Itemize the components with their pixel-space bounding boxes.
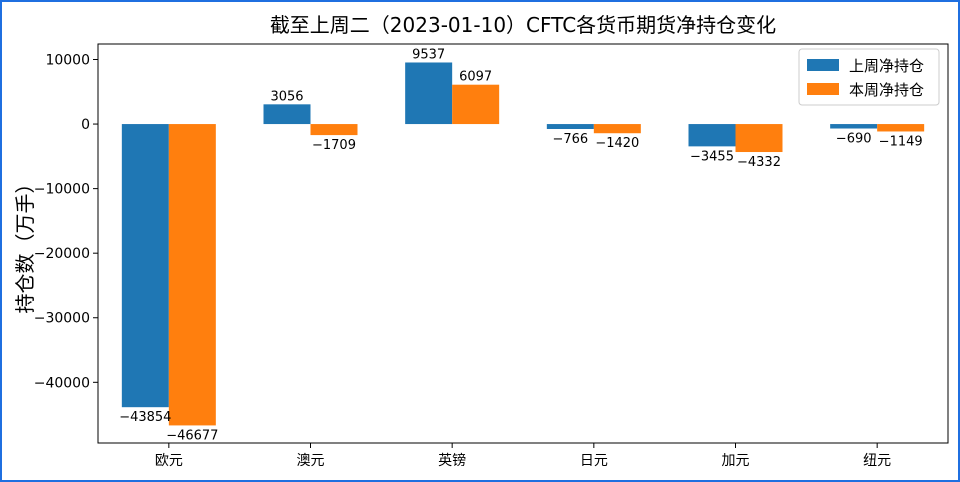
y-tick-label-0: −40000 — [34, 375, 90, 391]
bar-0-5 — [830, 124, 878, 129]
x-tick-label-4: 加元 — [722, 453, 750, 469]
data-label-0-1: 3056 — [270, 89, 303, 104]
bar-1-4 — [735, 124, 783, 153]
legend-label-0: 上周净持仓 — [849, 57, 924, 75]
data-label-1-5: −1149 — [879, 134, 923, 149]
x-tick-label-1: 澳元 — [297, 453, 325, 469]
y-tick-label-1: −30000 — [34, 311, 90, 327]
data-label-0-5: −690 — [836, 132, 872, 147]
y-tick-label-3: −10000 — [34, 182, 90, 198]
data-label-0-0: −43854 — [119, 410, 171, 425]
plot-border — [97, 43, 949, 444]
y-tick-label-2: −20000 — [34, 246, 90, 262]
bar-0-0 — [121, 124, 169, 408]
data-label-1-0: −46677 — [166, 428, 218, 443]
y-axis: −40000 −30000 −20000 −10000 0 10000 — [34, 52, 98, 391]
bar-1-1 — [310, 124, 358, 136]
data-label-0-2: 9537 — [412, 47, 445, 62]
data-label-1-1: −1709 — [312, 138, 356, 153]
x-tick-label-2: 英镑 — [438, 452, 466, 469]
bar-1-5 — [877, 124, 925, 132]
bars-layer — [121, 62, 925, 426]
legend-label-1: 本周净持仓 — [849, 81, 924, 99]
legend-swatch-1 — [807, 83, 839, 95]
bar-1-3 — [593, 124, 641, 134]
legend-swatch-0 — [807, 59, 839, 71]
x-tick-label-0: 欧元 — [155, 453, 183, 469]
data-labels-layer: −43854 3056 9537 −766 −3455 −690 −46677 −1709 60… — [119, 47, 922, 443]
y-tick-label-4: 0 — [81, 117, 90, 133]
x-tick-label-3: 日元 — [580, 453, 608, 469]
bar-0-2 — [405, 62, 453, 125]
chart-title: 截至上周二（2023-01-10）CFTC各货币期货净持仓变化 — [270, 13, 776, 37]
bar-0-4 — [688, 124, 736, 147]
data-label-1-2: 6097 — [459, 70, 492, 85]
x-tick-label-5: 纽元 — [863, 453, 891, 469]
x-axis: 欧元 澳元 英镑 日元 加元 纽元 — [155, 443, 891, 469]
data-label-0-4: −3455 — [690, 149, 734, 164]
bar-0-3 — [546, 124, 594, 130]
y-tick-label-5: 10000 — [45, 52, 90, 68]
data-label-1-3: −1420 — [595, 136, 639, 151]
data-label-0-3: −766 — [552, 132, 588, 147]
bar-0-1 — [263, 104, 311, 125]
bar-1-0 — [168, 124, 216, 426]
data-label-1-4: −4332 — [737, 155, 781, 170]
y-axis-label: 持仓数（万手） — [13, 174, 37, 314]
bar-1-2 — [452, 84, 500, 125]
